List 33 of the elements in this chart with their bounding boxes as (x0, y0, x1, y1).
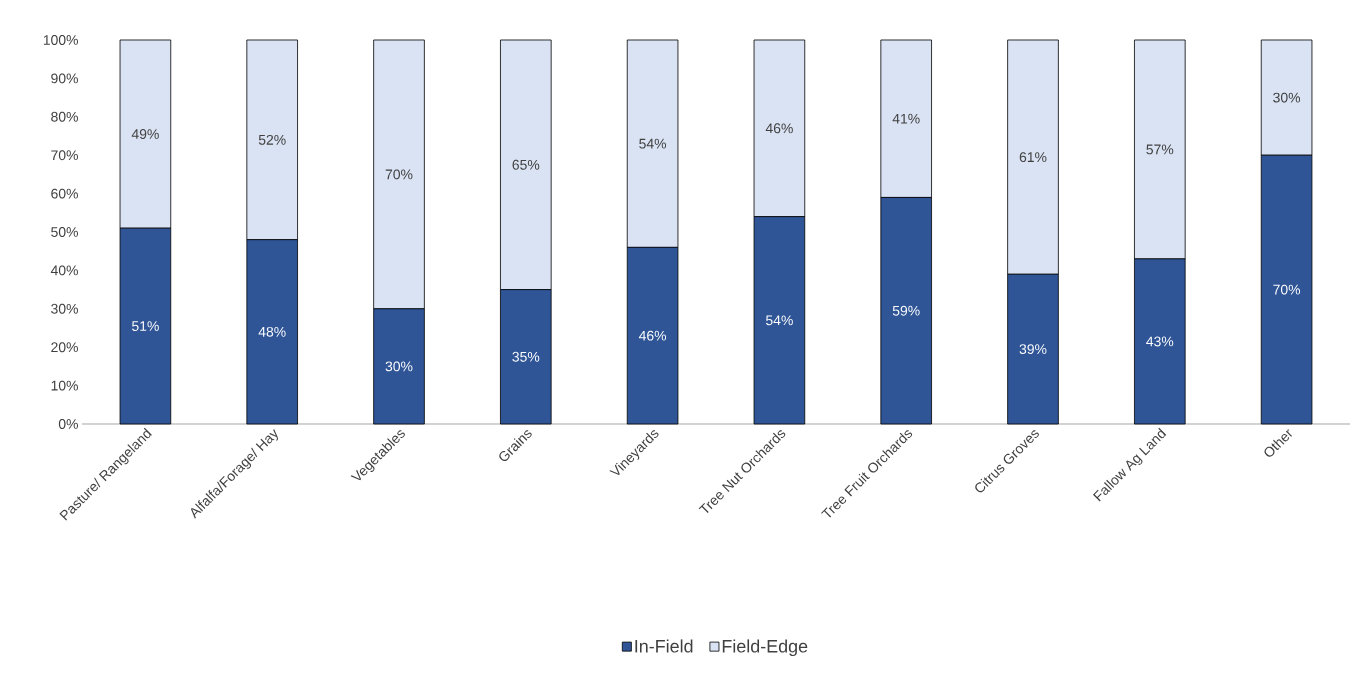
data-label: 35% (512, 351, 540, 362)
data-label: 57% (1146, 144, 1174, 155)
y-tick-label: 60% (51, 188, 78, 199)
y-tick-label: 20% (51, 342, 78, 353)
data-label: 65% (512, 159, 540, 170)
data-label: 46% (765, 123, 793, 134)
data-label: 39% (1019, 344, 1047, 355)
data-label: 46% (638, 330, 667, 341)
y-tick-label: 50% (51, 227, 78, 237)
data-label: 30% (1273, 92, 1301, 103)
data-label: 41% (892, 113, 920, 124)
data-label: 48% (258, 326, 286, 337)
data-label: 49% (131, 129, 159, 140)
data-label: 54% (639, 138, 667, 149)
y-tick-label: 0% (58, 419, 78, 429)
data-label: 54% (766, 315, 793, 326)
data-label: 43% (1146, 336, 1174, 347)
data-label: 61% (1019, 152, 1047, 163)
y-tick-label: 30% (51, 303, 78, 314)
legend-label: In-Field (635, 639, 693, 653)
y-tick-label: 40% (50, 265, 78, 276)
y-tick-label: 80% (51, 111, 78, 122)
y-tick-label: 90% (51, 73, 78, 84)
data-label: 59% (892, 305, 920, 316)
data-label: 51% (132, 321, 159, 331)
data-label: 52% (258, 134, 286, 145)
data-label: 30% (385, 361, 413, 372)
y-tick-label: 70% (51, 150, 78, 161)
y-tick-label: 10% (51, 380, 78, 391)
y-tick-label: 100% (43, 35, 78, 45)
data-label: 70% (385, 169, 413, 180)
data-label: 70% (1273, 284, 1301, 295)
legend-label: Field-Edge (722, 639, 808, 657)
